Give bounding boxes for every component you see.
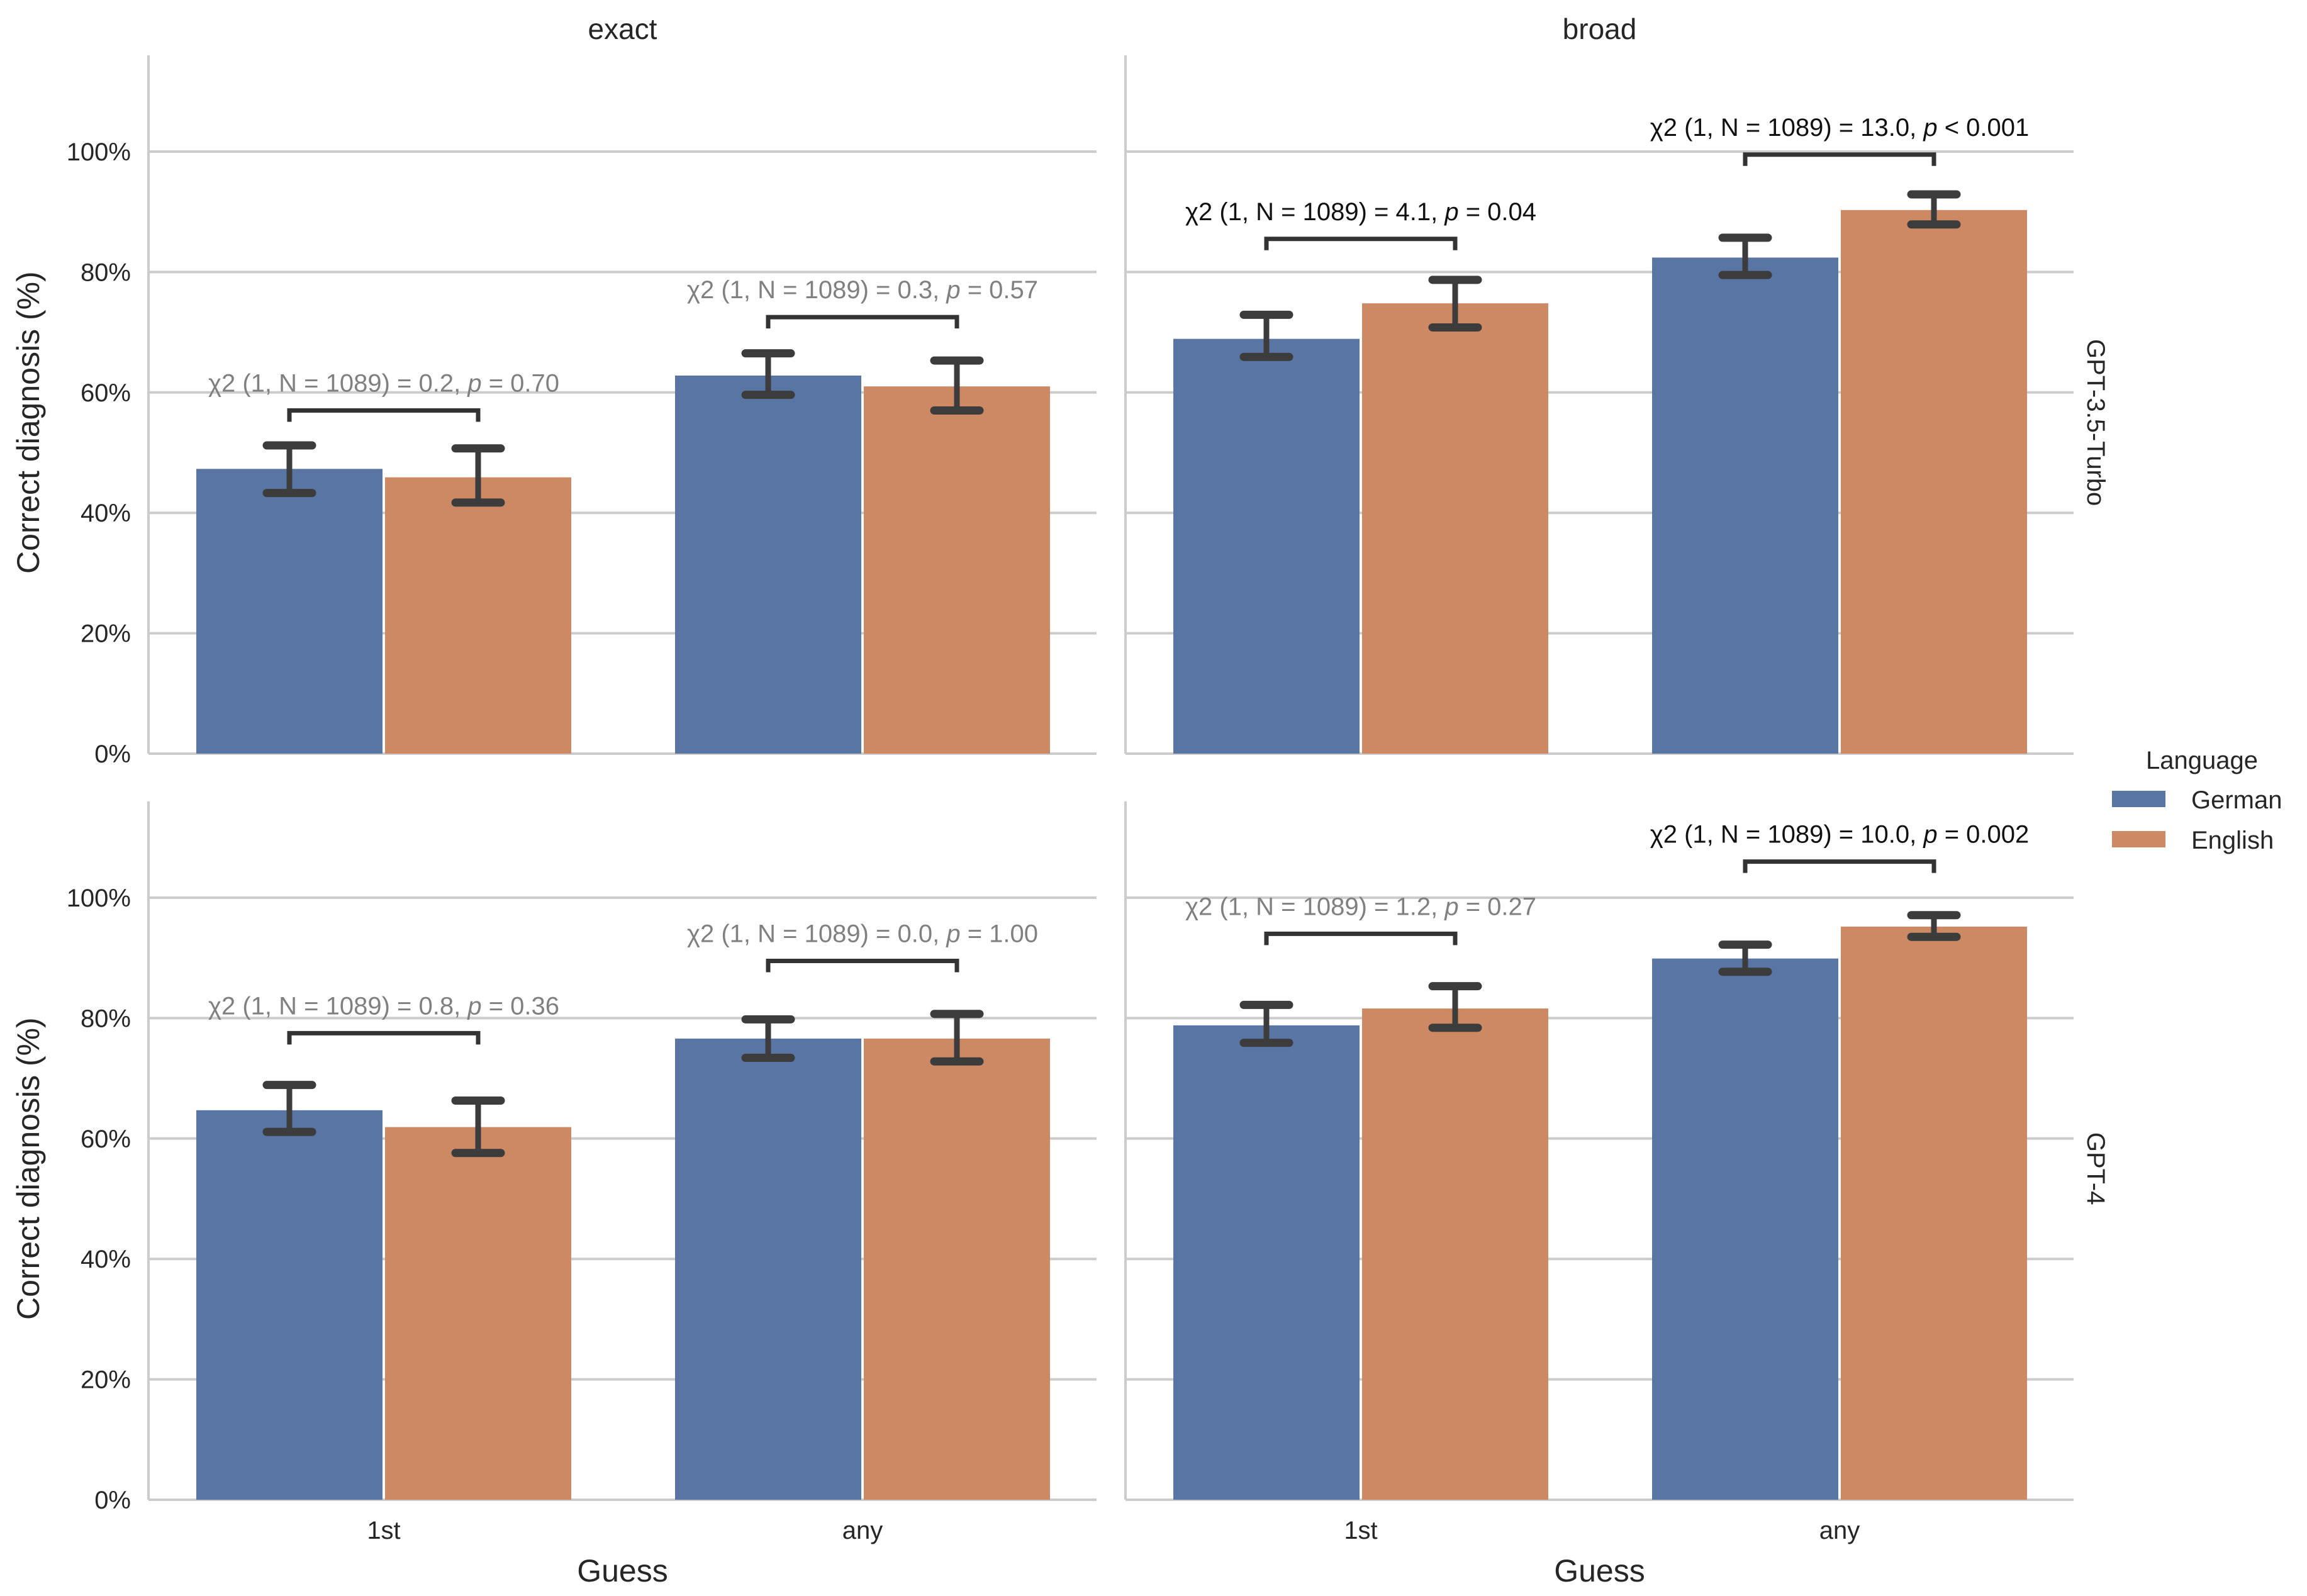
bar-german-any <box>675 376 861 754</box>
bar-english-1st <box>385 477 571 754</box>
annotation-p: p <box>467 370 481 398</box>
x-axis-label: Guess <box>577 1553 668 1588</box>
bar-german-any <box>1652 257 1838 754</box>
legend-title: Language <box>2146 747 2258 774</box>
significance-bracket <box>766 315 959 329</box>
annotation-stat: χ2 (1, N = 1089) = 13.0, <box>1650 114 1924 142</box>
annotation-p-value: = 0.36 <box>482 992 559 1020</box>
chi-square-annotation: χ2 (1, N = 1089) = 10.0, p = 0.002 <box>1650 821 2030 849</box>
panel-gpt-4-exact: 0% 20% 40% 60% 80% 100% χ2 (1, N = 1089) = 0.8… <box>11 801 1097 1588</box>
annotation-p: p <box>1444 893 1458 920</box>
legend-swatch-english <box>2112 831 2165 847</box>
y-axis-label: Correct diagnosis (%) <box>11 1017 46 1320</box>
annotation-p: p <box>946 276 960 304</box>
bar-english-1st <box>1362 303 1548 754</box>
bar-german-any <box>1652 958 1838 1500</box>
bar-german-1st <box>1173 338 1360 754</box>
annotation-p: p <box>1444 198 1458 226</box>
y-tick-label: 100% <box>67 884 131 912</box>
y-tick-label: 80% <box>81 259 131 286</box>
legend: Language German English <box>2112 747 2282 854</box>
annotation-p: p <box>1923 821 1937 849</box>
chi-square-annotation: χ2 (1, N = 1089) = 0.3, p = 0.57 <box>687 276 1038 304</box>
chi-square-annotation: χ2 (1, N = 1089) = 0.2, p = 0.70 <box>208 370 559 398</box>
y-tick-label: 100% <box>67 138 131 166</box>
significance-bracket <box>1264 931 1458 946</box>
y-tick-label: 20% <box>81 620 131 648</box>
chi-square-annotation: χ2 (1, N = 1089) = 4.1, p = 0.04 <box>1185 198 1536 226</box>
annotation-stat: χ2 (1, N = 1089) = 0.3, <box>687 276 946 304</box>
x-tick-label: any <box>842 1517 883 1544</box>
bar-english-any <box>1841 209 2027 754</box>
chi-square-annotation: χ2 (1, N = 1089) = 1.2, p = 0.27 <box>1185 893 1536 920</box>
column-title: broad <box>1563 13 1637 45</box>
y-axis-label: Correct diagnosis (%) <box>11 271 46 574</box>
annotation-p: p <box>946 920 960 947</box>
y-tick-label: 40% <box>81 1246 131 1273</box>
annotation-p-value: = 0.70 <box>482 370 559 398</box>
annotation-stat: χ2 (1, N = 1089) = 0.8, <box>208 992 467 1020</box>
column-title: exact <box>588 13 657 45</box>
y-tick-label: 20% <box>81 1366 131 1394</box>
row-title: GPT-4 <box>2082 1132 2109 1205</box>
significance-bracket <box>766 958 959 973</box>
legend-label-german: German <box>2191 786 2282 814</box>
x-tick-label: any <box>1819 1517 1860 1544</box>
y-tick-label: 80% <box>81 1005 131 1032</box>
significance-bracket <box>1743 152 1936 166</box>
annotation-stat: χ2 (1, N = 1089) = 0.2, <box>208 370 467 398</box>
annotation-stat: χ2 (1, N = 1089) = 0.0, <box>687 920 946 947</box>
bar-english-1st <box>385 1127 571 1500</box>
significance-bracket <box>1264 237 1458 250</box>
annotation-p-value: = 0.002 <box>1938 821 2030 849</box>
annotation-p-value: = 0.04 <box>1459 198 1536 226</box>
significance-bracket <box>287 1030 481 1045</box>
annotation-p-value: = 0.27 <box>1459 893 1536 920</box>
bar-german-1st <box>1173 1025 1360 1500</box>
annotation-stat: χ2 (1, N = 1089) = 4.1, <box>1185 198 1444 226</box>
annotation-stat: χ2 (1, N = 1089) = 1.2, <box>1185 893 1444 920</box>
row-title: GPT-3.5-Turbo <box>2082 339 2109 506</box>
bar-english-any <box>1841 926 2027 1500</box>
bar-german-any <box>675 1038 861 1500</box>
y-tick-label: 60% <box>81 379 131 407</box>
annotation-p: p <box>467 992 481 1020</box>
annotation-p-value: < 0.001 <box>1938 114 2030 142</box>
y-tick-label: 60% <box>81 1125 131 1153</box>
legend-swatch-german <box>2112 791 2165 807</box>
x-tick-label: 1st <box>1344 1517 1377 1544</box>
y-tick-label: 40% <box>81 499 131 527</box>
annotation-stat: χ2 (1, N = 1089) = 10.0, <box>1650 821 1924 849</box>
bar-english-1st <box>1362 1008 1548 1500</box>
annotation-p-value: = 0.57 <box>961 276 1038 304</box>
y-tick-label: 0% <box>94 740 131 768</box>
annotation-p: p <box>1923 114 1937 142</box>
chi-square-annotation: χ2 (1, N = 1089) = 0.0, p = 1.00 <box>687 920 1038 947</box>
y-tick-label: 0% <box>94 1487 131 1514</box>
significance-bracket <box>1743 859 1936 873</box>
significance-bracket <box>287 408 481 422</box>
annotation-p-value: = 1.00 <box>961 920 1038 947</box>
bar-english-any <box>864 1038 1050 1500</box>
x-axis-label: Guess <box>1554 1553 1645 1588</box>
bar-german-1st <box>196 469 383 754</box>
legend-label-english: English <box>2191 827 2274 854</box>
bar-german-1st <box>196 1110 383 1500</box>
chi-square-annotation: χ2 (1, N = 1089) = 0.8, p = 0.36 <box>208 992 559 1020</box>
chi-square-annotation: χ2 (1, N = 1089) = 13.0, p < 0.001 <box>1650 114 2030 142</box>
x-tick-label: 1st <box>367 1517 400 1544</box>
bar-english-any <box>864 386 1050 754</box>
panel-gpt-3-5-turbo-exact: 0% 20% 40% 60% 80% 100% χ2 (1, N = 1089) = 0.2… <box>11 13 1097 768</box>
